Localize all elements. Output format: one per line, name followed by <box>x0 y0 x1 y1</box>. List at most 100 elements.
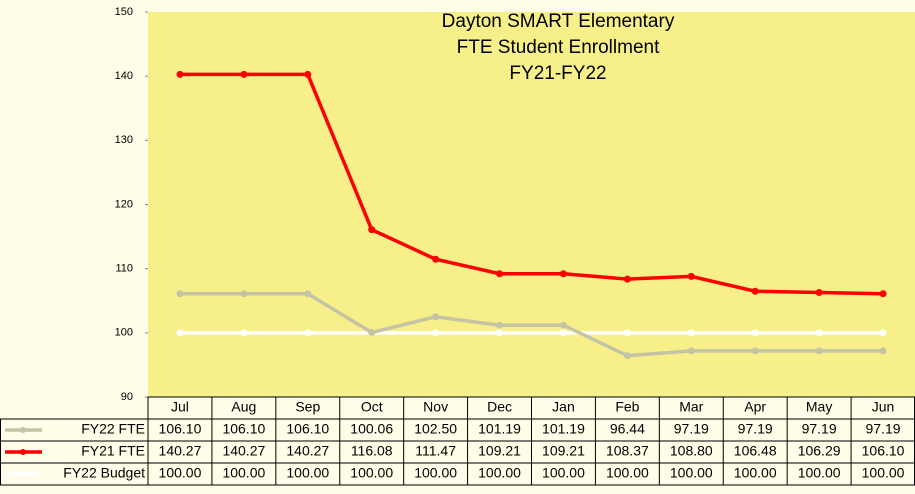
table-cell: 106.29 <box>798 443 841 459</box>
table-cell: 100.00 <box>606 465 649 481</box>
point <box>815 347 823 355</box>
point <box>496 321 504 329</box>
table-cell: 100.06 <box>350 421 393 437</box>
point <box>432 329 440 337</box>
point <box>687 272 695 280</box>
table-cell: 140.27 <box>222 443 265 459</box>
series-line <box>179 291 884 358</box>
point <box>687 329 695 337</box>
y-tick-label: 110 <box>115 263 133 275</box>
table-cell: 109.21 <box>542 443 585 459</box>
table-cell: 140.27 <box>159 443 202 459</box>
x-tick-label: Nov <box>423 399 448 415</box>
x-tick-label: Jun <box>872 399 895 415</box>
table-cell: 100.00 <box>734 465 777 481</box>
table-cell: 100.00 <box>542 465 585 481</box>
table-cell: 106.10 <box>862 443 905 459</box>
point <box>176 290 184 298</box>
point <box>751 347 759 355</box>
point <box>432 255 440 263</box>
legend-marker <box>20 471 26 477</box>
table-cell: 100.00 <box>414 465 457 481</box>
table-cell: 111.47 <box>415 443 456 459</box>
table-cell: 100.00 <box>159 465 202 481</box>
legend-label: FY22 Budget <box>63 465 145 481</box>
legend-marker <box>20 427 26 433</box>
table-cell: 140.27 <box>286 443 329 459</box>
point <box>368 226 376 234</box>
x-tick-label: Feb <box>615 399 639 415</box>
legend-label: FY22 FTE <box>81 421 145 437</box>
x-tick-label: Apr <box>744 399 766 415</box>
point <box>623 352 631 360</box>
table-cell: 109.21 <box>478 443 521 459</box>
point <box>559 329 567 337</box>
x-tick-label: Sep <box>295 399 320 415</box>
point <box>240 70 248 78</box>
y-tick-label: 90 <box>121 391 133 403</box>
table-cell: 97.19 <box>866 421 901 437</box>
y-tick-label: 100 <box>115 327 133 339</box>
x-tick-label: Oct <box>361 399 383 415</box>
point <box>496 270 504 278</box>
chart-title: FTE Student Enrollment <box>457 37 660 58</box>
x-tick-label: Aug <box>231 399 256 415</box>
point <box>687 347 695 355</box>
x-tick-label: Jul <box>171 399 189 415</box>
table-cell: 97.19 <box>738 421 773 437</box>
table-cell: 106.48 <box>734 443 777 459</box>
y-tick-label: 140 <box>115 70 133 82</box>
point <box>623 329 631 337</box>
point <box>623 275 631 283</box>
point <box>240 329 248 337</box>
table-cell: 100.00 <box>670 465 713 481</box>
point <box>879 329 887 337</box>
point <box>176 329 184 337</box>
x-tick-label: Mar <box>679 399 703 415</box>
table-cell: 106.10 <box>159 421 202 437</box>
legend-label: FY21 FTE <box>81 443 145 459</box>
point <box>304 329 312 337</box>
table-cell: 100.00 <box>478 465 521 481</box>
table-cell: 108.80 <box>670 443 713 459</box>
x-tick-label: May <box>806 399 832 415</box>
point <box>304 70 312 78</box>
table-cell: 96.44 <box>610 421 645 437</box>
x-tick-label: Jan <box>552 399 575 415</box>
table-cell: 101.19 <box>478 421 521 437</box>
point <box>879 347 887 355</box>
chart-title: FY21-FY22 <box>509 63 606 84</box>
table-cell: 106.10 <box>222 421 265 437</box>
table-cell: 106.10 <box>286 421 329 437</box>
table-cell: 101.19 <box>542 421 585 437</box>
table-cell: 100.00 <box>286 465 329 481</box>
series-line <box>179 72 884 296</box>
table-cell: 100.00 <box>862 465 905 481</box>
table-cell: 100.00 <box>222 465 265 481</box>
point <box>751 287 759 295</box>
point <box>559 321 567 329</box>
point <box>751 329 759 337</box>
point <box>304 290 312 298</box>
y-tick-label: 150 <box>115 6 133 18</box>
table-cell: 116.08 <box>351 443 393 459</box>
point <box>815 329 823 337</box>
point <box>176 70 184 78</box>
table-cell: 108.37 <box>606 443 649 459</box>
point <box>432 313 440 321</box>
point <box>879 290 887 298</box>
point <box>815 288 823 296</box>
table-cell: 97.19 <box>802 421 837 437</box>
y-tick-label: 120 <box>115 198 133 210</box>
x-tick-label: Dec <box>487 399 512 415</box>
table-cell: 100.00 <box>350 465 393 481</box>
y-tick-label: 130 <box>115 134 133 146</box>
point <box>240 290 248 298</box>
point <box>496 329 504 337</box>
table-cell: 97.19 <box>674 421 709 437</box>
point <box>559 270 567 278</box>
table-cell: 102.50 <box>414 421 457 437</box>
point <box>368 328 376 336</box>
table-cell: 100.00 <box>798 465 841 481</box>
